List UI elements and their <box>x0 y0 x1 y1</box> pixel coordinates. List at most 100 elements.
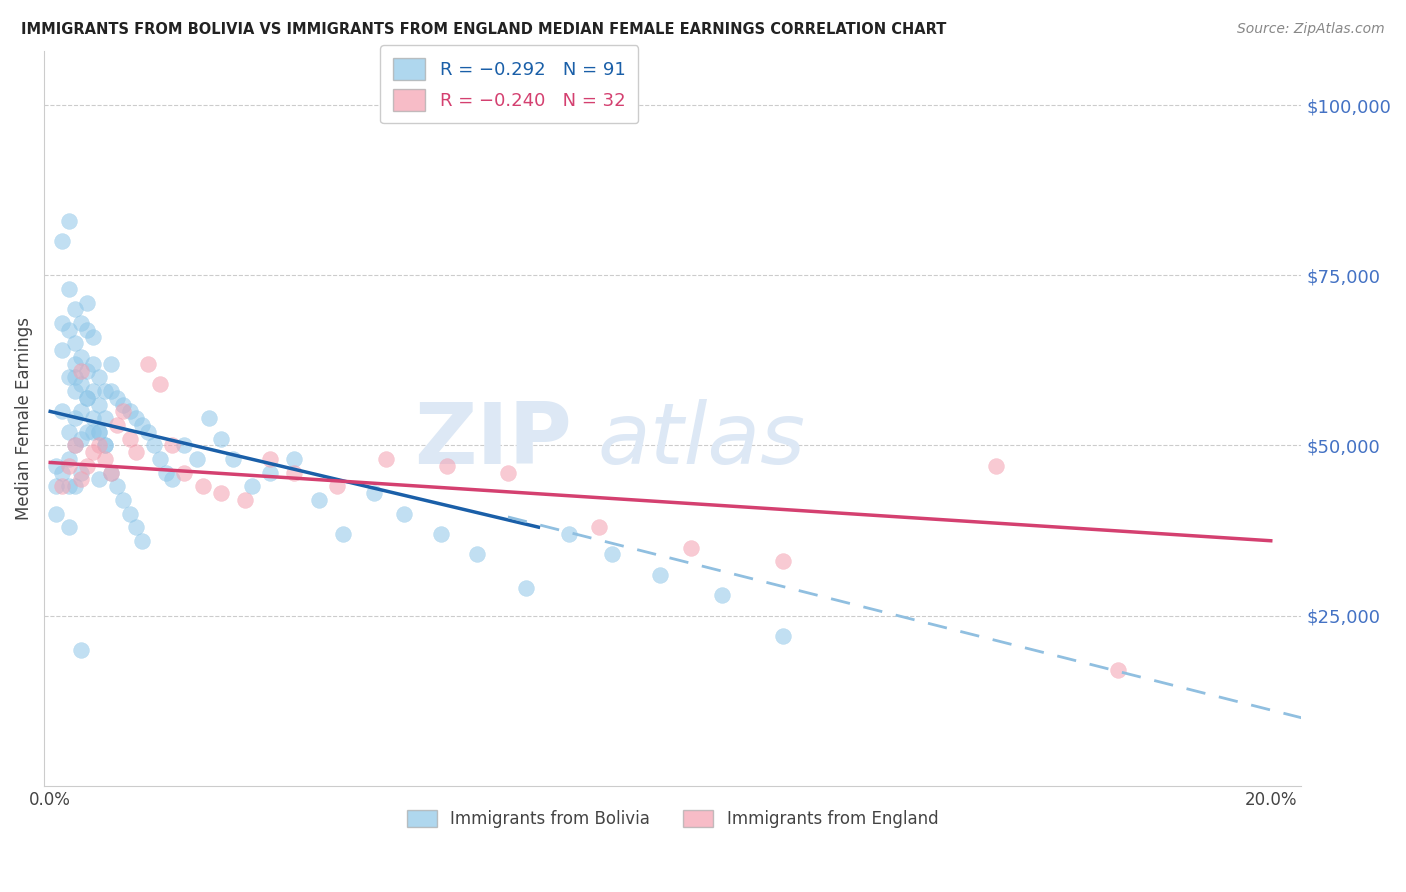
Point <box>149 452 172 467</box>
Point <box>100 466 122 480</box>
Point <box>51 343 73 358</box>
Point <box>198 411 221 425</box>
Point <box>143 438 166 452</box>
Point <box>496 466 519 480</box>
Point <box>63 357 86 371</box>
Point <box>124 520 146 534</box>
Point <box>51 404 73 418</box>
Point <box>87 473 110 487</box>
Text: IMMIGRANTS FROM BOLIVIA VS IMMIGRANTS FROM ENGLAND MEDIAN FEMALE EARNINGS CORREL: IMMIGRANTS FROM BOLIVIA VS IMMIGRANTS FR… <box>21 22 946 37</box>
Point <box>63 479 86 493</box>
Point <box>100 384 122 398</box>
Point <box>87 425 110 439</box>
Point <box>118 432 141 446</box>
Point <box>112 404 135 418</box>
Point <box>58 425 80 439</box>
Point <box>105 418 128 433</box>
Point <box>58 282 80 296</box>
Point <box>772 629 794 643</box>
Point <box>588 520 610 534</box>
Point <box>94 452 117 467</box>
Point <box>58 458 80 473</box>
Point <box>136 425 159 439</box>
Text: ZIP: ZIP <box>415 399 572 482</box>
Point <box>772 554 794 568</box>
Point <box>63 411 86 425</box>
Point <box>650 567 672 582</box>
Point <box>1107 663 1129 677</box>
Point <box>308 492 330 507</box>
Point <box>124 445 146 459</box>
Point <box>51 234 73 248</box>
Point <box>363 486 385 500</box>
Legend: Immigrants from Bolivia, Immigrants from England: Immigrants from Bolivia, Immigrants from… <box>399 801 946 837</box>
Point <box>82 384 104 398</box>
Point <box>173 466 195 480</box>
Point <box>69 377 91 392</box>
Point <box>467 547 489 561</box>
Point <box>58 452 80 467</box>
Point <box>69 404 91 418</box>
Point <box>87 370 110 384</box>
Point <box>63 438 86 452</box>
Point <box>515 582 537 596</box>
Point <box>222 452 245 467</box>
Point <box>209 432 232 446</box>
Point <box>600 547 623 561</box>
Point <box>259 466 281 480</box>
Point <box>162 473 184 487</box>
Point <box>51 316 73 330</box>
Point <box>149 377 172 392</box>
Point <box>94 438 117 452</box>
Point <box>131 418 153 433</box>
Point <box>69 316 91 330</box>
Point <box>679 541 702 555</box>
Point <box>100 357 122 371</box>
Point <box>51 466 73 480</box>
Point <box>984 458 1007 473</box>
Point <box>45 458 67 473</box>
Point <box>436 458 458 473</box>
Point <box>63 336 86 351</box>
Point <box>69 642 91 657</box>
Point <box>392 507 415 521</box>
Point <box>82 425 104 439</box>
Point <box>69 432 91 446</box>
Point <box>105 479 128 493</box>
Point <box>82 411 104 425</box>
Point <box>259 452 281 467</box>
Point <box>124 411 146 425</box>
Point <box>558 527 581 541</box>
Point <box>186 452 208 467</box>
Point <box>58 370 80 384</box>
Point <box>63 438 86 452</box>
Point <box>58 479 80 493</box>
Point <box>45 507 67 521</box>
Point <box>332 527 354 541</box>
Point <box>162 438 184 452</box>
Text: Source: ZipAtlas.com: Source: ZipAtlas.com <box>1237 22 1385 37</box>
Point <box>136 357 159 371</box>
Point <box>76 323 98 337</box>
Point <box>82 357 104 371</box>
Point <box>94 411 117 425</box>
Point <box>87 438 110 452</box>
Point <box>76 458 98 473</box>
Point <box>94 438 117 452</box>
Point <box>191 479 214 493</box>
Point <box>118 404 141 418</box>
Point <box>326 479 349 493</box>
Point <box>710 588 733 602</box>
Point <box>63 302 86 317</box>
Point <box>76 363 98 377</box>
Point <box>76 391 98 405</box>
Point <box>87 398 110 412</box>
Point <box>63 370 86 384</box>
Point <box>240 479 263 493</box>
Point <box>82 329 104 343</box>
Point <box>283 466 305 480</box>
Point <box>173 438 195 452</box>
Point <box>112 398 135 412</box>
Point <box>63 384 86 398</box>
Point <box>131 533 153 548</box>
